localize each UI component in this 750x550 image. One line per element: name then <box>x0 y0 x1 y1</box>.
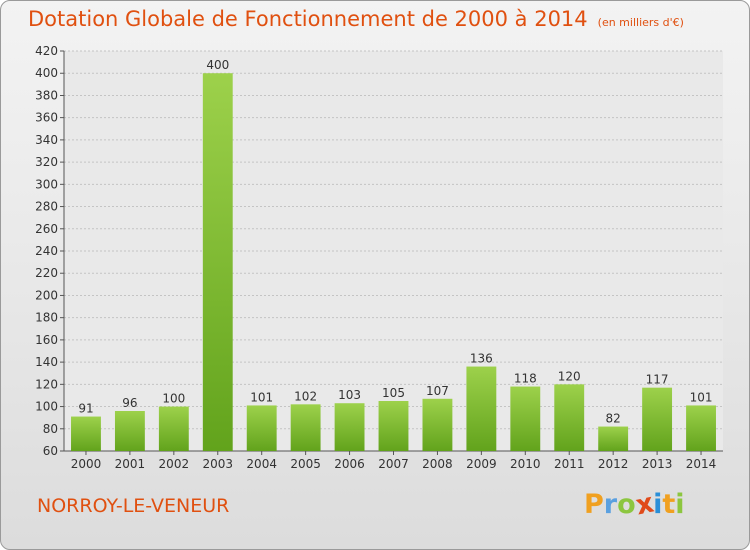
logo-letter: t <box>662 489 676 520</box>
bar <box>554 384 585 451</box>
x-tick-label: 2006 <box>334 457 365 471</box>
chart-title: Dotation Globale de Fonctionnement de 20… <box>28 7 684 31</box>
bar <box>114 411 145 451</box>
x-tick-label: 2000 <box>71 457 102 471</box>
bar <box>246 405 277 451</box>
x-tick-label: 2005 <box>290 457 321 471</box>
bar-value-label: 101 <box>690 390 713 404</box>
logo-letter: o <box>617 489 636 520</box>
y-tick-label: 240 <box>35 244 58 258</box>
bar-value-label: 96 <box>122 396 137 410</box>
bar-value-label: 136 <box>470 352 493 366</box>
y-tick-label: 300 <box>35 177 58 191</box>
y-tick-label: 100 <box>35 400 58 414</box>
x-tick-label: 2007 <box>378 457 409 471</box>
bar <box>334 403 365 451</box>
x-tick-label: 2011 <box>554 457 585 471</box>
y-tick-label: 200 <box>35 288 58 302</box>
y-tick-label: 180 <box>35 311 58 325</box>
x-tick-label: 2004 <box>246 457 277 471</box>
bar <box>290 404 321 451</box>
bar-value-label: 107 <box>426 384 449 398</box>
bar-value-label: 400 <box>206 58 229 72</box>
bar-value-label: 103 <box>338 388 361 402</box>
bar <box>598 426 629 451</box>
y-tick-label: 380 <box>35 88 58 102</box>
y-tick-label: 140 <box>35 355 58 369</box>
bar <box>686 405 716 451</box>
y-tick-label: 420 <box>35 44 58 58</box>
y-tick-label: 80 <box>43 422 58 436</box>
chart-unit: (en milliers d'€) <box>597 16 684 29</box>
y-tick-label: 220 <box>35 266 58 280</box>
bar <box>422 398 453 451</box>
bar-value-label: 117 <box>646 373 669 387</box>
bar <box>202 73 233 451</box>
x-tick-label: 2003 <box>202 457 233 471</box>
x-tick-label: 2013 <box>642 457 673 471</box>
bar-value-label: 91 <box>78 402 93 416</box>
bar-value-label: 105 <box>382 386 405 400</box>
logo-letter: P <box>584 489 604 520</box>
bar <box>71 416 101 451</box>
bar-value-label: 82 <box>606 412 621 426</box>
proxiti-logo[interactable]: Proxiti <box>584 488 694 522</box>
y-tick-label: 160 <box>35 333 58 347</box>
x-tick-label: 2014 <box>686 457 717 471</box>
bar <box>378 401 409 451</box>
bar-value-label: 101 <box>250 390 273 404</box>
bar <box>510 386 541 451</box>
x-tick-label: 2009 <box>466 457 497 471</box>
y-tick-label: 320 <box>35 155 58 169</box>
x-tick-label: 2008 <box>422 457 453 471</box>
x-tick-label: 2012 <box>598 457 629 471</box>
x-tick-label: 2010 <box>510 457 541 471</box>
bar <box>158 406 189 451</box>
bar-value-label: 120 <box>558 369 581 383</box>
bar-value-label: 118 <box>514 372 537 386</box>
y-tick-label: 260 <box>35 222 58 236</box>
bar-value-label: 100 <box>162 392 185 406</box>
y-tick-label: 60 <box>43 444 58 458</box>
x-tick-label: 2002 <box>159 457 190 471</box>
x-tick-label: 2001 <box>115 457 146 471</box>
y-tick-label: 280 <box>35 200 58 214</box>
logo-letter: r <box>603 489 618 520</box>
logo-letter: i <box>675 489 685 520</box>
bar <box>466 366 497 451</box>
chart-title-text: Dotation Globale de Fonctionnement de 20… <box>28 7 588 31</box>
bar <box>642 387 673 451</box>
y-tick-label: 400 <box>35 66 58 80</box>
y-tick-label: 340 <box>35 133 58 147</box>
commune-name: NORROY-LE-VENEUR <box>37 495 230 517</box>
logo-letter: i <box>653 489 663 520</box>
y-tick-label: 360 <box>35 111 58 125</box>
bar-value-label: 102 <box>294 389 317 403</box>
y-tick-label: 120 <box>35 377 58 391</box>
